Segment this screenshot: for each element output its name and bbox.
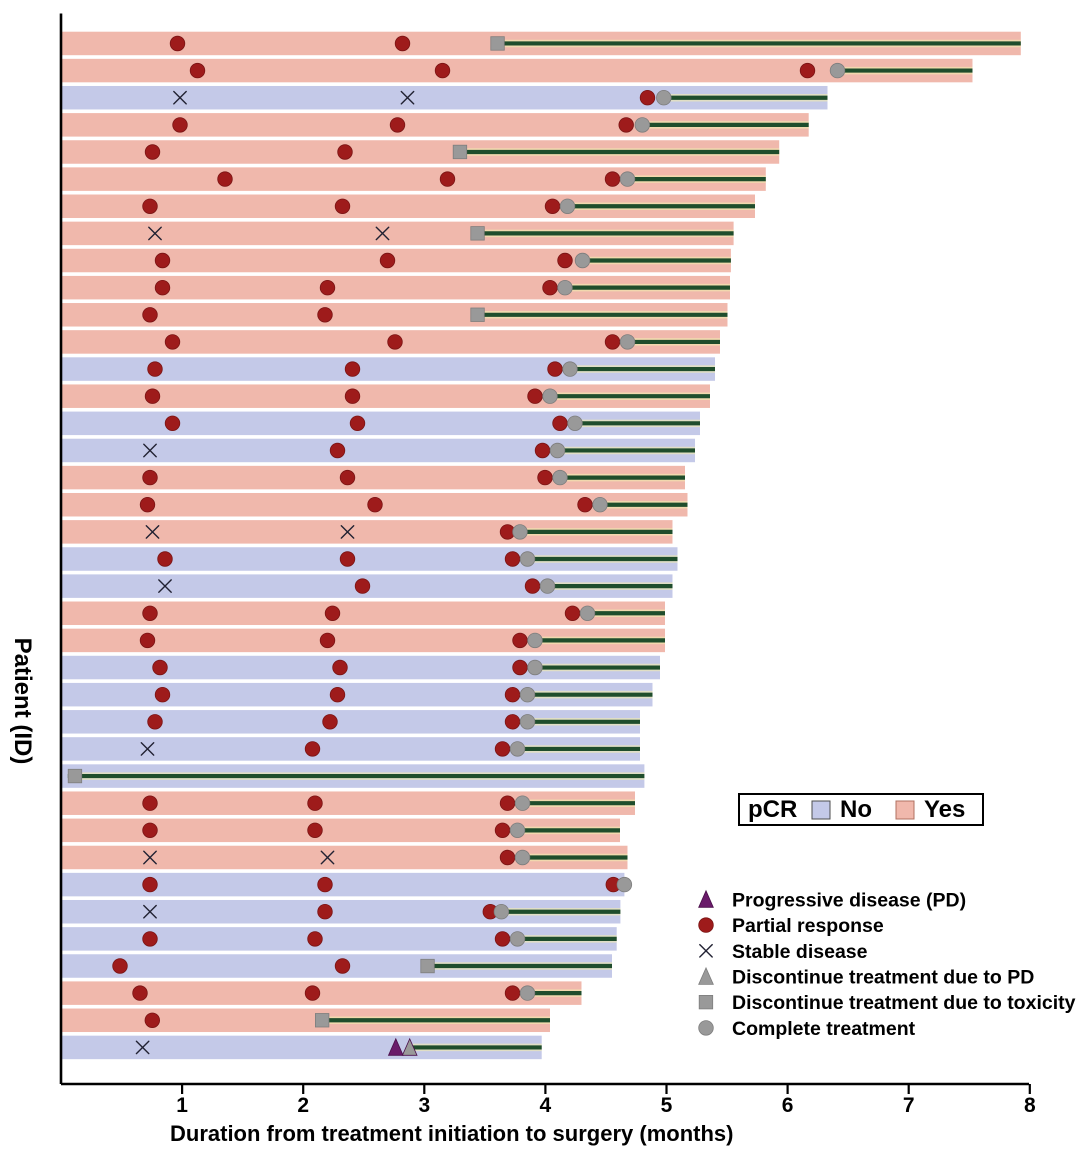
svg-text:Yes: Yes xyxy=(924,796,965,823)
svg-text:Complete treatment: Complete treatment xyxy=(732,1018,916,1040)
svg-text:1: 1 xyxy=(176,1094,188,1117)
svg-text:8: 8 xyxy=(1024,1094,1036,1117)
svg-text:5: 5 xyxy=(661,1094,673,1117)
svg-text:Discontinue treatment due to t: Discontinue treatment due to toxicity xyxy=(732,992,1076,1014)
svg-text:Stable disease: Stable disease xyxy=(732,941,868,963)
svg-text:3: 3 xyxy=(418,1094,430,1117)
svg-text:Progressive disease (PD): Progressive disease (PD) xyxy=(732,889,966,911)
svg-text:2: 2 xyxy=(297,1094,309,1117)
svg-text:4: 4 xyxy=(540,1094,552,1117)
svg-text:pCR: pCR xyxy=(748,796,797,823)
svg-text:Partial response: Partial response xyxy=(732,915,884,937)
svg-text:6: 6 xyxy=(782,1094,794,1117)
svg-text:7: 7 xyxy=(903,1094,915,1117)
svg-text:No: No xyxy=(840,796,872,823)
svg-text:Discontinue treatment due to P: Discontinue treatment due to PD xyxy=(732,967,1034,989)
